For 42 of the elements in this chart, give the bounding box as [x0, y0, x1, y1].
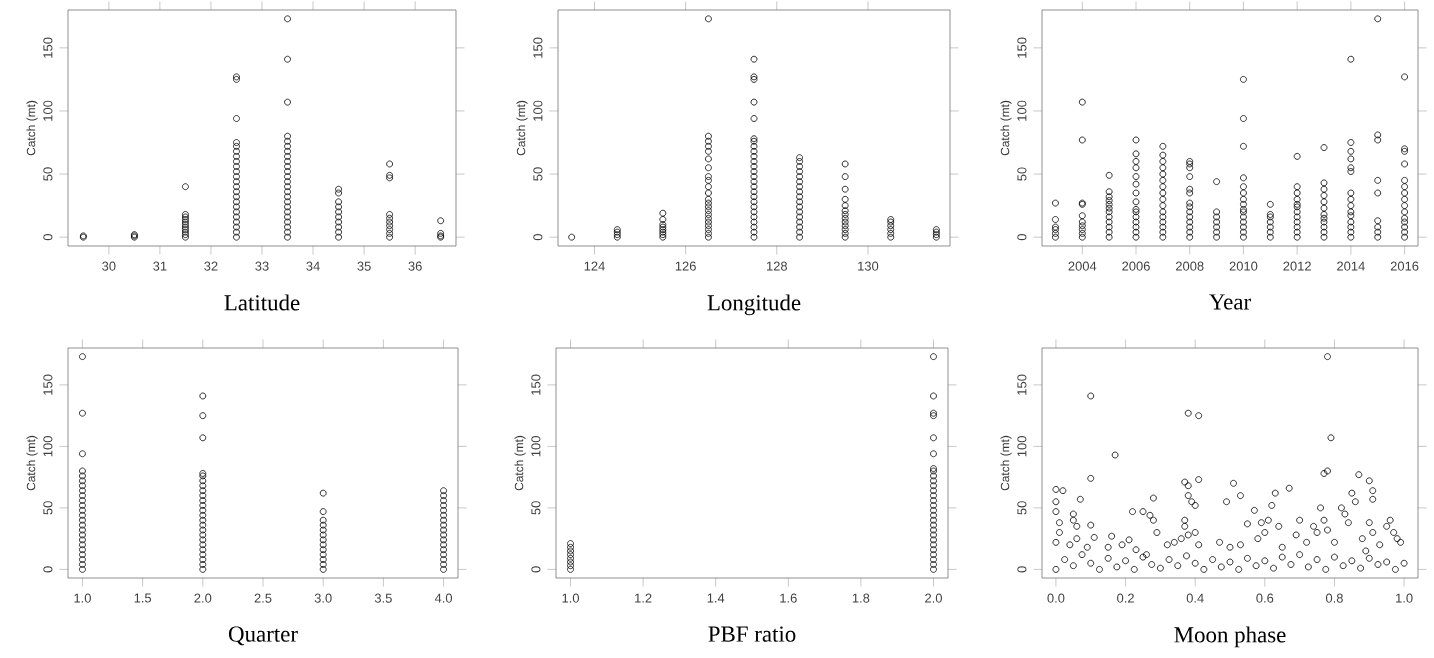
point [567, 540, 574, 547]
point [930, 487, 937, 495]
point [930, 472, 937, 480]
point [567, 543, 574, 551]
point [930, 392, 937, 400]
point [930, 551, 937, 559]
point [930, 521, 937, 529]
point [930, 541, 937, 549]
point [567, 562, 574, 570]
x-axis-title: Longitude [707, 294, 801, 316]
point [930, 531, 937, 539]
point [930, 536, 937, 544]
point [567, 566, 574, 573]
x-axis-title: Moon phase [1174, 626, 1286, 648]
point [930, 477, 937, 485]
point [930, 516, 937, 524]
point [930, 482, 937, 490]
point [567, 554, 574, 562]
point [930, 353, 937, 360]
point [930, 412, 937, 420]
point [567, 558, 574, 566]
point [930, 511, 937, 519]
point [930, 434, 937, 442]
point [930, 465, 937, 472]
point [930, 502, 937, 509]
x-axis-title: PBF ratio [708, 626, 796, 642]
point [930, 566, 937, 573]
point [930, 526, 937, 534]
point [930, 492, 937, 499]
point [930, 561, 937, 568]
x-axis-title: Year [1209, 294, 1251, 310]
point [567, 547, 574, 555]
point [930, 409, 937, 417]
point [930, 467, 937, 475]
point [930, 506, 937, 514]
point [930, 556, 937, 563]
point [930, 497, 937, 504]
x-axis-title: Latitude [224, 294, 300, 311]
point [930, 450, 937, 458]
x-axis-title: Quarter [228, 626, 298, 646]
point [930, 546, 937, 554]
point [567, 551, 574, 559]
